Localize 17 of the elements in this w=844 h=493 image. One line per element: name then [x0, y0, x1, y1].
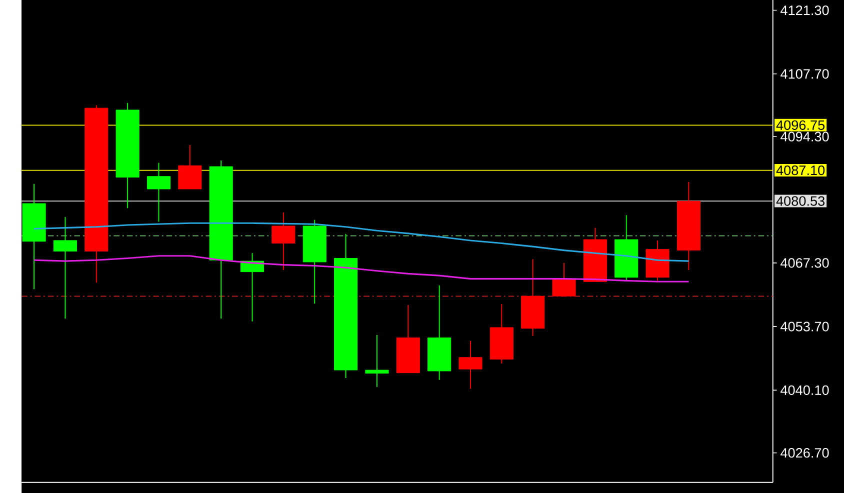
- candlestick: [146, 162, 171, 222]
- candlestick: [552, 262, 576, 297]
- y-tick-label: 4067.30: [780, 258, 829, 268]
- y-tick-label: 4094.30: [780, 132, 829, 142]
- ref-line-label: 4087.10: [776, 165, 825, 176]
- candlestick: [365, 334, 389, 388]
- ref-line-label: 4096.75: [776, 120, 825, 130]
- candlestick: [272, 212, 296, 270]
- candlestick: [458, 340, 482, 390]
- candlestick: [178, 144, 202, 190]
- ref-line-label: 4080.53: [776, 196, 825, 206]
- y-tick-label: 4040.10: [780, 385, 829, 395]
- y-tick-label: 4053.70: [780, 322, 829, 332]
- y-tick-label: 4121.30: [780, 5, 829, 16]
- y-tick-label: 4026.70: [780, 448, 829, 458]
- candlestick: [53, 216, 78, 320]
- y-tick-label: 4107.70: [780, 69, 829, 79]
